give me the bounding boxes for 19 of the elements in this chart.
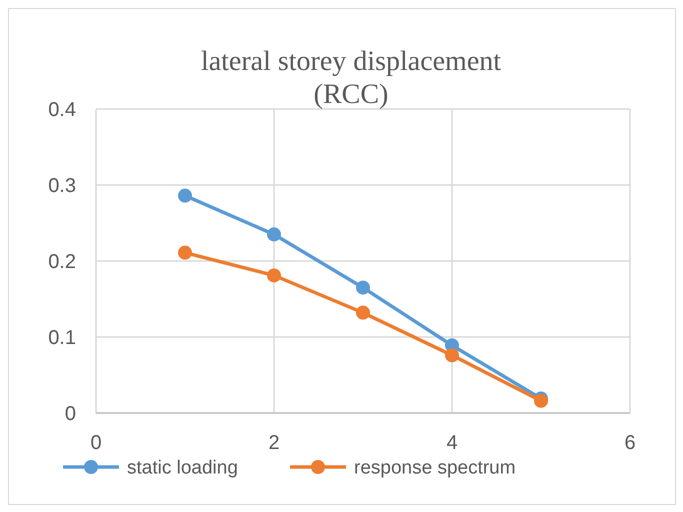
point <box>267 227 281 242</box>
point <box>178 188 192 203</box>
x-tick-label: 6 <box>624 432 636 454</box>
point <box>356 280 370 295</box>
point <box>356 306 370 320</box>
y-tick-label: 0.3 <box>48 175 76 197</box>
point <box>445 348 459 362</box>
y-tick-label: 0.1 <box>48 327 76 349</box>
y-tick-label: 0.2 <box>48 251 76 273</box>
point <box>267 268 281 282</box>
y-tick-label: 0.4 <box>48 99 76 121</box>
point <box>178 246 192 260</box>
chart-title: lateral storey displacement (RCC) <box>200 46 502 110</box>
y-tick-label: 0 <box>64 403 76 425</box>
x-tick-label: 2 <box>268 432 280 454</box>
legend-label: static loading <box>127 458 238 479</box>
x-tick-label: 0 <box>90 432 102 454</box>
legend-label: response spectrum <box>354 458 516 479</box>
x-tick-label: 4 <box>446 432 458 454</box>
